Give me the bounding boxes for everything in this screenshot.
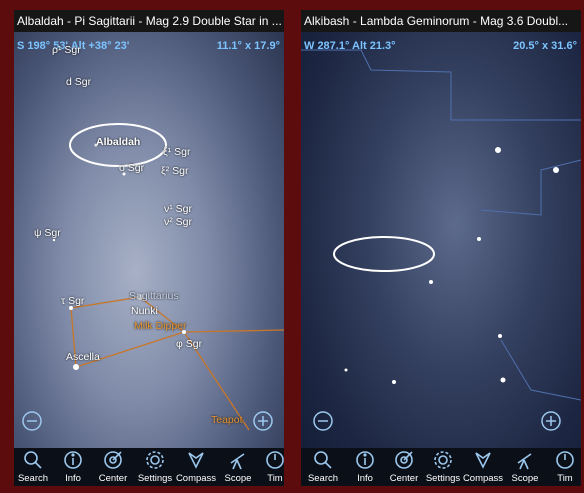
toolbar-icon	[227, 449, 249, 471]
toolbar-icon	[514, 449, 536, 471]
toolbar-button[interactable]: Search	[14, 473, 55, 484]
star-label: ν¹ Sgr	[164, 203, 192, 215]
sky-panel: Albaldah - Pi Sagittarii - Mag 2.9 Doubl…	[14, 10, 284, 486]
sky-panel: Alkibash - Lambda Geminorum - Mag 3.6 Do…	[301, 10, 581, 486]
toolbar-icon	[312, 449, 334, 471]
toolbar-button[interactable]: Center	[91, 473, 135, 484]
toolbar-icon	[354, 449, 376, 471]
star-label: ο Sgr	[119, 162, 144, 174]
toolbar-button[interactable]: Compass	[461, 473, 505, 484]
star-label: ρ¹ Sgr	[52, 44, 81, 56]
star-label: Nunki	[131, 305, 158, 317]
status-right: 20.5° x 31.6°	[513, 40, 577, 52]
toolbar-icon	[185, 449, 207, 471]
star-label: φ Sgr	[176, 338, 202, 350]
toolbar-icon	[62, 449, 84, 471]
toolbar-button[interactable]: Tim	[543, 473, 581, 484]
star-label: ψ Sgr	[34, 227, 61, 239]
toolbar-icon	[264, 449, 284, 471]
star-label: τ Sgr	[61, 295, 84, 307]
toolbar-icon	[432, 449, 454, 471]
sky-art	[14, 10, 284, 486]
star-label: ν² Sgr	[164, 216, 192, 228]
toolbar-icon	[22, 449, 44, 471]
toolbar-button[interactable]: Compass	[174, 473, 218, 484]
status-left: W 287.1° Alt 21.3°	[304, 40, 396, 52]
toolbar-button[interactable]: Search	[301, 473, 345, 484]
title-bar: Albaldah - Pi Sagittarii - Mag 2.9 Doubl…	[14, 10, 284, 32]
toolbar-button[interactable]: Tim	[253, 473, 284, 484]
toolbar-icon	[472, 449, 494, 471]
screen: Albaldah - Pi Sagittarii - Mag 2.9 Doubl…	[0, 0, 584, 493]
star-label: ξ² Sgr	[161, 165, 188, 177]
star-label: d Sgr	[66, 76, 91, 88]
toolbar-button[interactable]: Settings	[133, 473, 177, 484]
star-label: Sagittarius	[129, 290, 179, 302]
toolbar-icon	[393, 449, 415, 471]
toolbar-icon	[144, 449, 166, 471]
star-label: ξ¹ Sgr	[163, 146, 190, 158]
toolbar-button[interactable]: Settings	[421, 473, 465, 484]
title-bar: Alkibash - Lambda Geminorum - Mag 3.6 Do…	[301, 10, 581, 32]
star-label: Milk Dipper	[134, 320, 187, 332]
toolbar-icon	[554, 449, 576, 471]
star-label: Albaldah	[96, 136, 140, 148]
status-right: 11.1° x 17.9°	[217, 40, 280, 52]
toolbar-button[interactable]: Info	[343, 473, 387, 484]
star-label: Ascella	[66, 351, 100, 363]
toolbar-icon	[102, 449, 124, 471]
star-label: Teapot	[211, 414, 243, 426]
sky-art	[301, 10, 581, 486]
toolbar-button[interactable]: Center	[382, 473, 426, 484]
toolbar-button[interactable]: Scope	[503, 473, 547, 484]
toolbar-button[interactable]: Info	[51, 473, 95, 484]
